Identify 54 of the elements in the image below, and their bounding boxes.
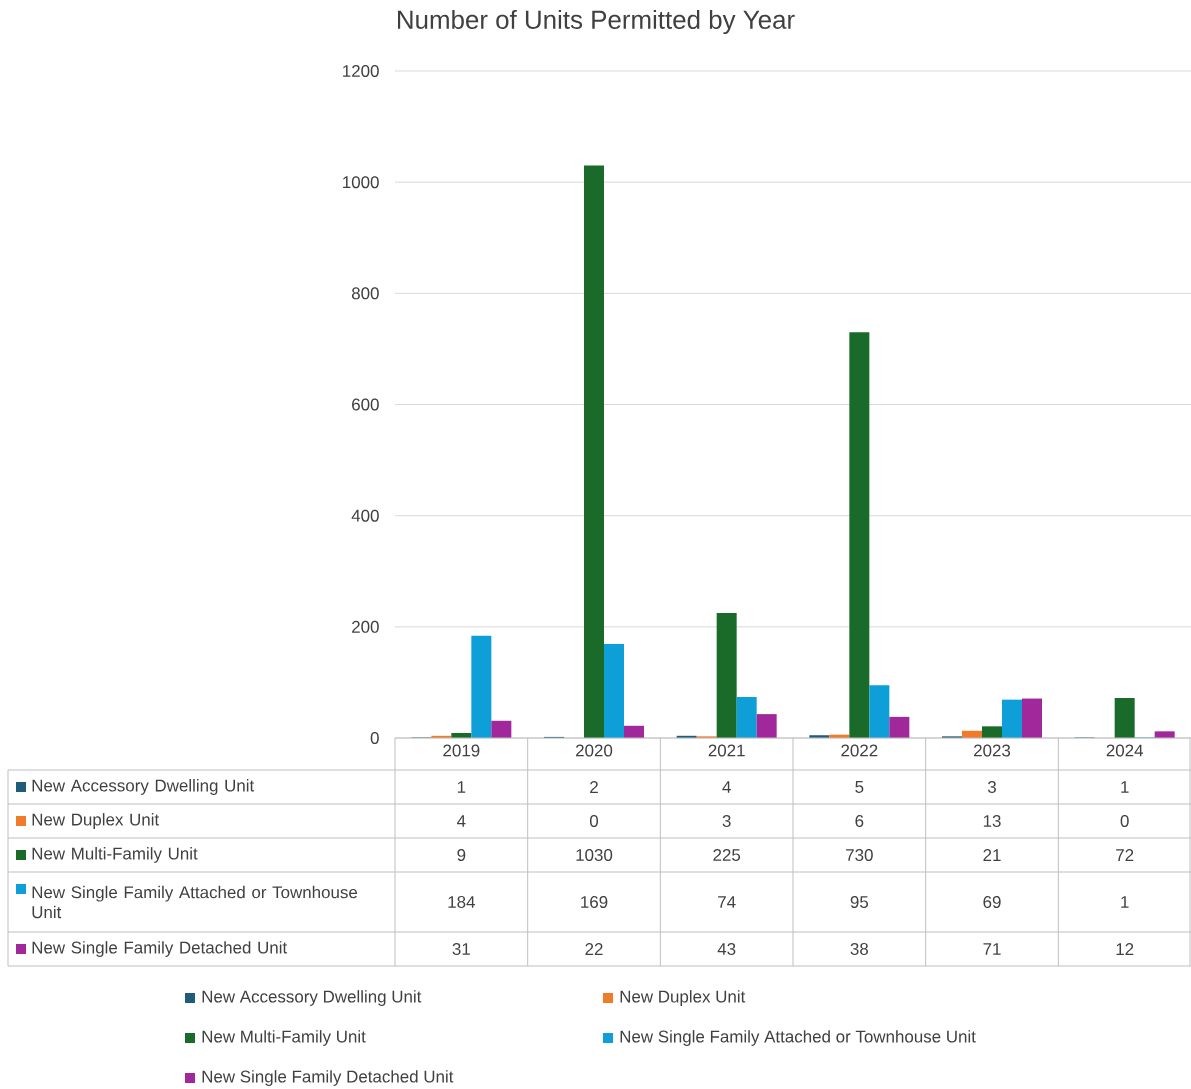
legend-label: New Accessory Dwelling Unit (32, 779, 255, 795)
data-label: 43 (717, 943, 736, 956)
text: New Single Family Attached or Townhouse Unit (620, 1030, 976, 1046)
legend-label: New Single Family Detached Unit (32, 941, 288, 957)
y-tick-label: 0 (370, 732, 379, 745)
data-label: 3 (722, 815, 731, 828)
data-label: 72 (1116, 849, 1134, 861)
data-label: 95 (850, 896, 869, 909)
data-label: 2 (590, 781, 598, 793)
text: New Single Family Detached Unit (202, 1070, 454, 1086)
data-label: 1 (457, 781, 466, 793)
data-label: 4 (457, 815, 466, 827)
x-tick-label: 2023 (974, 744, 1011, 757)
data-label: 13 (983, 815, 1001, 828)
y-tick-label: 1000 (343, 176, 379, 189)
data-label: 0 (1120, 815, 1129, 828)
legend-label: New Duplex Unit (620, 990, 746, 1006)
data-label: 184 (448, 896, 475, 909)
data-label: 4 (722, 781, 731, 793)
data-label: 3 (987, 781, 996, 794)
data-label: 12 (1116, 943, 1134, 955)
data-label: 1030 (576, 849, 613, 862)
text: New Accessory Dwelling Unit (202, 990, 422, 1006)
x-tick-label: 2020 (576, 744, 613, 757)
legend-label: New Multi-Family Unit (32, 847, 198, 863)
data-label: 730 (846, 849, 873, 862)
y-tick-label: 1200 (343, 65, 379, 77)
data-label: 9 (457, 849, 466, 862)
data-label: 1 (1121, 896, 1129, 908)
text: New Multi-Family Unit (202, 1030, 366, 1046)
x-tick-label: 2022 (841, 744, 878, 757)
x-tick-label: 2021 (708, 744, 745, 757)
data-label: 71 (983, 943, 1001, 955)
y-tick-label: 600 (352, 398, 379, 411)
data-label: 0 (589, 815, 599, 828)
data-label: 1 (1121, 781, 1129, 793)
data-label: 6 (855, 815, 864, 828)
data-label: 38 (850, 943, 869, 956)
data-label: 74 (718, 896, 736, 908)
data-label: 169 (581, 896, 608, 909)
chart-title: Number of Units Permitted by Year (398, 9, 795, 35)
data-label: 21 (983, 849, 1001, 861)
text: New Duplex Unit (32, 813, 160, 829)
data-label: 225 (713, 849, 741, 862)
data-label: 31 (452, 943, 470, 956)
x-tick-label: 2024 (1106, 744, 1144, 757)
y-tick-label: 800 (351, 287, 379, 300)
data-label: 69 (983, 896, 1001, 909)
data-label: 5 (855, 781, 864, 793)
legend-label: New Single Family Attached or Townhouse Unit (32, 885, 358, 919)
y-tick-label: 400 (351, 509, 379, 522)
data-label: 22 (585, 943, 603, 955)
y-tick-label: 200 (352, 620, 379, 633)
x-tick-label: 2019 (443, 744, 480, 757)
